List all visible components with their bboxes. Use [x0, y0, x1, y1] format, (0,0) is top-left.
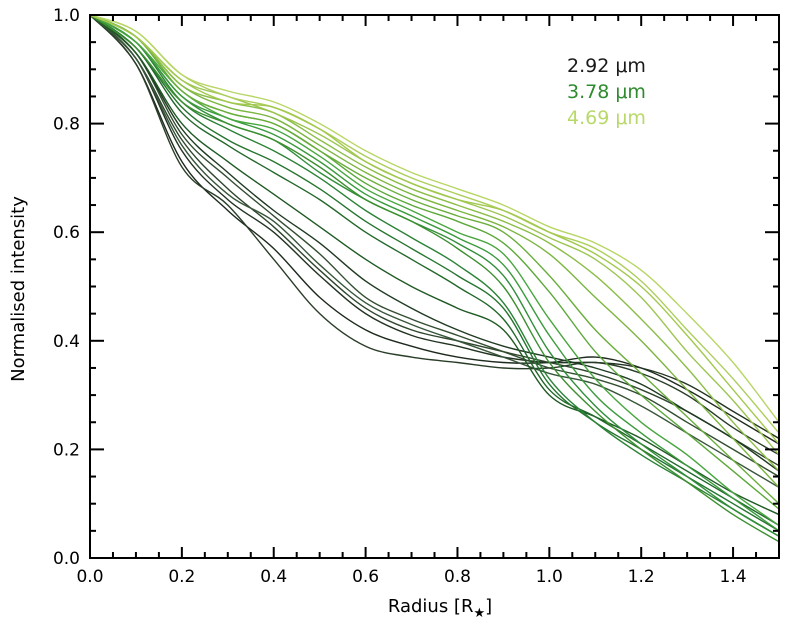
- axes-layer: [89, 14, 780, 559]
- legend: 2.92 μm 3.78 μm 4.69 μm: [567, 55, 646, 129]
- x-axis-title-main: Radius [R: [388, 596, 474, 617]
- series-line-s13: [90, 15, 779, 532]
- x-tick-label: 0.6: [352, 567, 379, 587]
- x-tick-label: 1.2: [628, 567, 655, 587]
- x-axis-title: Radius [R★]: [388, 596, 492, 621]
- series-line-s19: [90, 15, 779, 472]
- y-tick-label: 0.0: [53, 549, 80, 569]
- x-tick-label: 0.0: [76, 567, 103, 587]
- ticks-layer: [89, 14, 780, 559]
- series-layer: [90, 15, 779, 543]
- series-line-s09: [90, 15, 779, 527]
- series-line-s15: [90, 15, 779, 543]
- legend-entry-4-69um: 4.69 μm: [567, 107, 646, 129]
- series-line-s03: [90, 15, 779, 456]
- y-tick-label: 1.0: [53, 6, 80, 26]
- x-tick-label: 0.4: [260, 567, 287, 587]
- x-tick-label: 0.2: [168, 567, 195, 587]
- series-line-s11: [90, 15, 779, 537]
- series-line-s21: [90, 15, 779, 434]
- series-line-s06: [90, 15, 779, 489]
- series-line-s17: [90, 15, 779, 505]
- plot-frame: [89, 14, 780, 559]
- x-axis-title-close: ]: [485, 596, 492, 617]
- legend-entry-2-92um: 2.92 μm: [567, 55, 646, 77]
- series-line-s08: [90, 15, 779, 516]
- y-tick-label: 0.2: [53, 440, 80, 460]
- y-axis-title: Normalised intensity: [8, 196, 29, 382]
- x-tick-label: 0.8: [444, 567, 471, 587]
- series-line-s05: [90, 15, 779, 478]
- series-line-s04: [90, 15, 779, 467]
- series-line-s18: [90, 15, 779, 488]
- tick-labels-layer: 0.0 0.2 0.4 0.6 0.8 1.0 1.2 1.4 0.0 0.2 0.4 0.6 0.8 1…: [53, 6, 747, 587]
- series-line-s01: [90, 15, 779, 445]
- series-line-s02: [90, 15, 779, 440]
- series-line-s10: [90, 15, 779, 532]
- y-tick-label: 0.8: [53, 115, 80, 135]
- y-tick-label: 0.6: [53, 223, 80, 243]
- legend-entry-3-78um: 3.78 μm: [567, 81, 646, 103]
- y-tick-label: 0.4: [53, 332, 80, 352]
- series-line-s22: [90, 15, 779, 423]
- series-line-s14: [90, 15, 779, 526]
- series-line-s23: [90, 15, 779, 445]
- x-tick-label: 1.0: [536, 567, 563, 587]
- series-line-s12: [90, 15, 779, 537]
- x-axis-title-subscript: ★: [473, 606, 485, 621]
- x-tick-label: 1.4: [720, 567, 747, 587]
- series-line-s07: [90, 15, 779, 472]
